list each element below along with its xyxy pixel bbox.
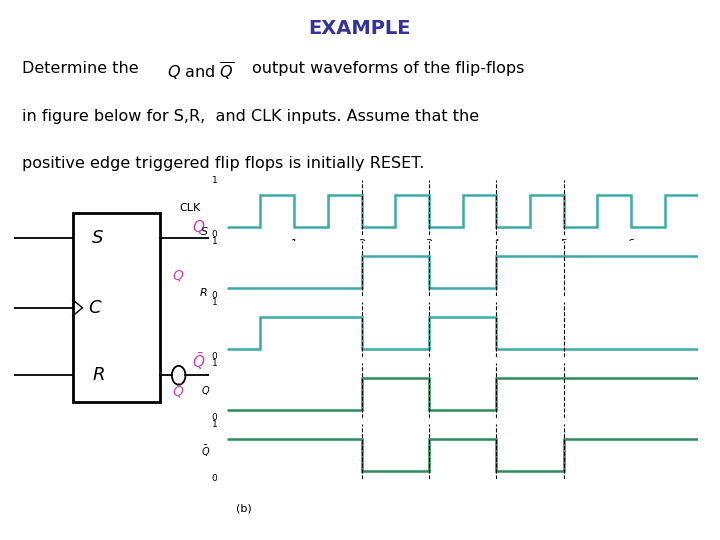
Text: $\bar{\it{Q}}$: $\bar{\it{Q}}$ bbox=[172, 382, 184, 400]
Text: CLK: CLK bbox=[179, 202, 201, 213]
Text: 1: 1 bbox=[212, 237, 217, 246]
Text: 0: 0 bbox=[212, 475, 217, 483]
Text: S: S bbox=[92, 228, 104, 247]
Text: (b): (b) bbox=[236, 503, 252, 514]
Text: $\it{Q}$: $\it{Q}$ bbox=[172, 268, 184, 283]
Text: 0: 0 bbox=[212, 292, 217, 300]
Text: $\it{Q}$: $\it{Q}$ bbox=[192, 218, 206, 236]
Text: $Q$ and $\overline{Q}$: $Q$ and $\overline{Q}$ bbox=[167, 61, 235, 83]
Text: EXAMPLE: EXAMPLE bbox=[309, 19, 411, 38]
Text: 1: 1 bbox=[212, 298, 217, 307]
Text: $\bar{Q}$: $\bar{Q}$ bbox=[192, 351, 206, 373]
Text: S: S bbox=[201, 227, 208, 237]
Text: 0: 0 bbox=[212, 353, 217, 361]
Text: R: R bbox=[200, 288, 208, 298]
Text: output waveforms of the flip-flops: output waveforms of the flip-flops bbox=[252, 61, 524, 76]
Text: 1: 1 bbox=[212, 359, 217, 368]
Text: in figure below for S,R,  and CLK inputs. Assume that the: in figure below for S,R, and CLK inputs.… bbox=[22, 109, 479, 124]
Text: R: R bbox=[92, 366, 104, 384]
Text: C: C bbox=[89, 299, 101, 317]
Text: $Q$: $Q$ bbox=[201, 384, 210, 397]
Text: positive edge triggered flip flops is initially RESET.: positive edge triggered flip flops is in… bbox=[22, 156, 424, 171]
Text: 1: 1 bbox=[212, 176, 217, 185]
Text: 0: 0 bbox=[212, 231, 217, 239]
Text: $\bar{Q}$: $\bar{Q}$ bbox=[201, 444, 210, 459]
Bar bbox=[73, 213, 161, 402]
Text: 1: 1 bbox=[212, 420, 217, 429]
Text: Determine the: Determine the bbox=[22, 61, 138, 76]
Text: 0: 0 bbox=[212, 414, 217, 422]
